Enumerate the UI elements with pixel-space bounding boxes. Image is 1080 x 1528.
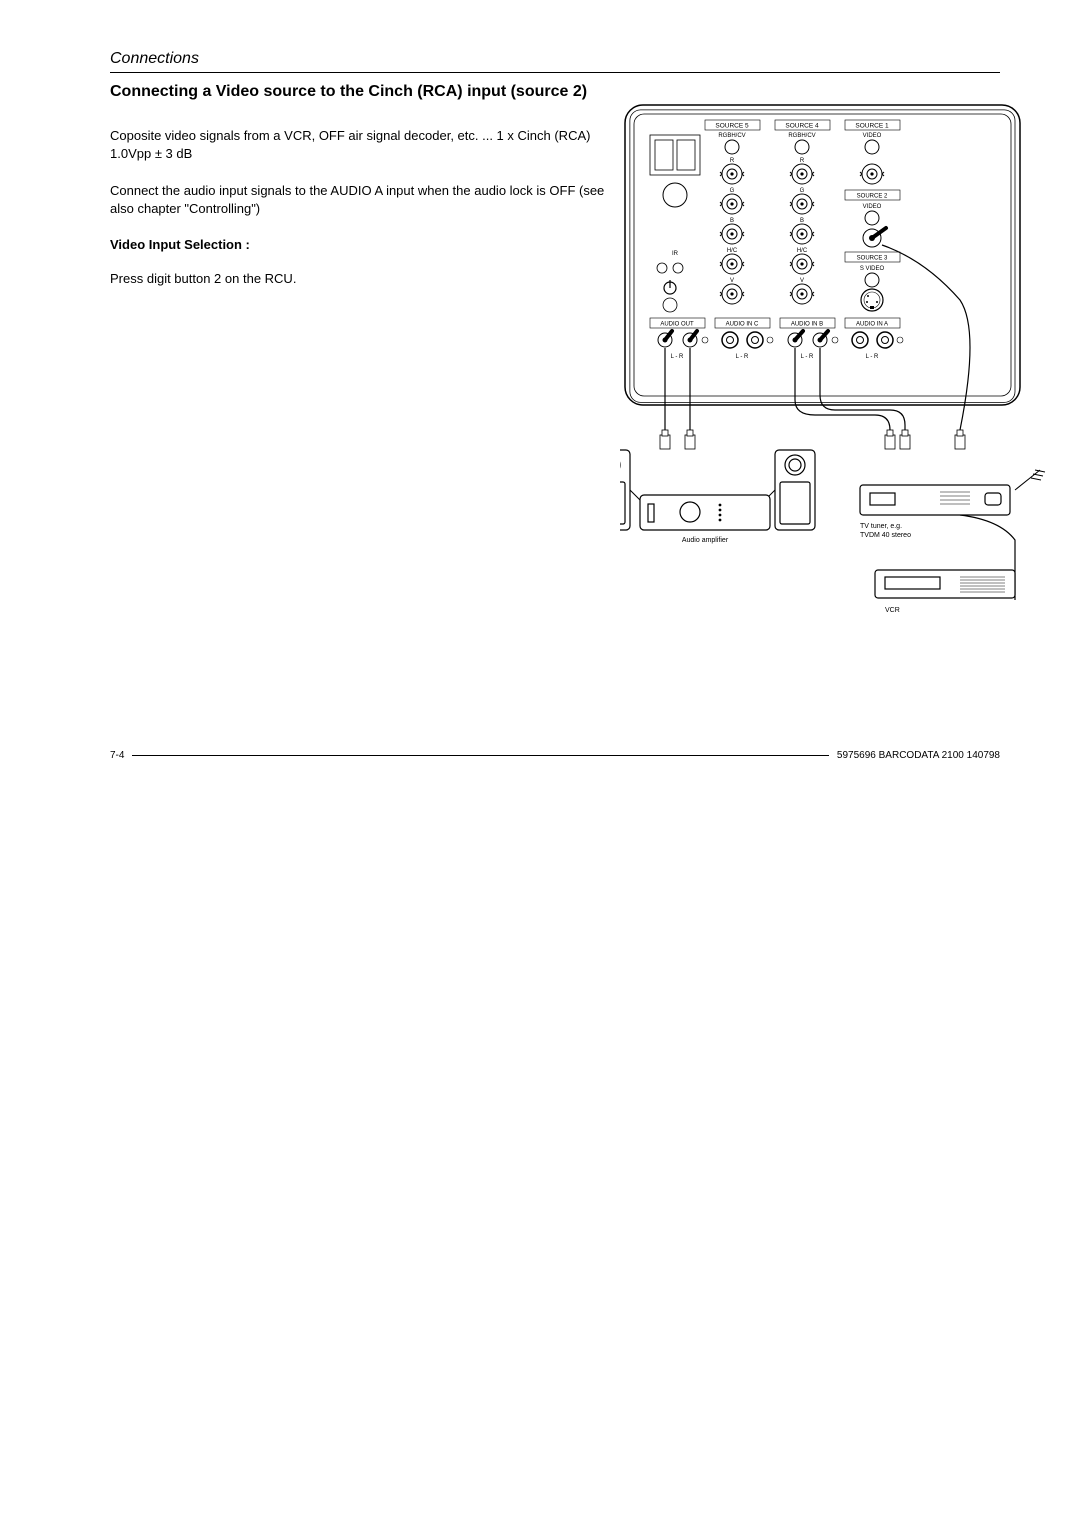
connection-diagram: SOURCE 5 SOURCE 4 SOURCE 1 IR xyxy=(620,100,1060,720)
label-source1: SOURCE 1 xyxy=(855,123,889,130)
page-title: Connecting a Video source to the Cinch (… xyxy=(110,83,1000,101)
rule-top xyxy=(110,72,1000,73)
label-vcr: VCR xyxy=(885,607,900,614)
label-v-4: V xyxy=(800,278,804,284)
label-lr-out: L - R xyxy=(671,354,684,360)
footer-rule xyxy=(132,755,828,756)
label-b-4: B xyxy=(800,218,804,224)
label-g-5: G xyxy=(730,188,735,194)
paragraph-2: Connect the audio input signals to the A… xyxy=(110,182,610,217)
label-hc-4: H/C xyxy=(797,248,808,254)
label-video-1: VIDEO xyxy=(863,133,882,139)
label-r-4: R xyxy=(800,158,805,164)
section-header: Connections xyxy=(110,50,1000,68)
label-rgbhcv-5: RGBH/CV xyxy=(718,133,745,139)
label-source4: SOURCE 4 xyxy=(785,123,819,130)
speaker-left xyxy=(620,450,630,530)
label-audio-b: AUDIO IN B xyxy=(791,322,823,328)
label-rgbhcv-4: RGBH/CV xyxy=(788,133,815,139)
label-g-4: G xyxy=(800,188,805,194)
vcr xyxy=(875,570,1015,598)
paragraph-1: Coposite video signals from a VCR, OFF a… xyxy=(110,127,610,162)
label-lr-c: L - R xyxy=(736,354,749,360)
label-tv-tuner-2: TVDM 40 stereo xyxy=(860,532,911,539)
speaker-right xyxy=(775,450,815,530)
label-audio-c: AUDIO IN C xyxy=(726,322,759,328)
label-r-5: R xyxy=(730,158,735,164)
label-audio-out: AUDIO OUT xyxy=(660,322,694,328)
label-source2: SOURCE 2 xyxy=(857,194,888,200)
amplifier xyxy=(640,495,770,530)
label-b-5: B xyxy=(730,218,734,224)
paragraph-3: Press digit button 2 on the RCU. xyxy=(110,270,610,288)
label-audio-a: AUDIO IN A xyxy=(856,322,888,328)
label-v-5: V xyxy=(730,278,734,284)
tv-tuner xyxy=(860,485,1010,515)
label-svideo: S VIDEO xyxy=(860,266,885,272)
label-lr-a: L - R xyxy=(866,354,879,360)
label-source5: SOURCE 5 xyxy=(715,123,749,130)
label-lr-b: L - R xyxy=(801,354,814,360)
label-source3: SOURCE 3 xyxy=(857,256,888,262)
footer-page-number: 7-4 xyxy=(110,750,124,761)
label-video-2: VIDEO xyxy=(863,204,882,210)
label-ir: IR xyxy=(672,251,679,257)
label-tv-tuner-1: TV tuner, e.g. xyxy=(860,523,902,530)
label-hc-5: H/C xyxy=(727,248,738,254)
footer-doc-id: 5975696 BARCODATA 2100 140798 xyxy=(837,750,1000,761)
label-amplifier: Audio amplifier xyxy=(682,537,729,544)
